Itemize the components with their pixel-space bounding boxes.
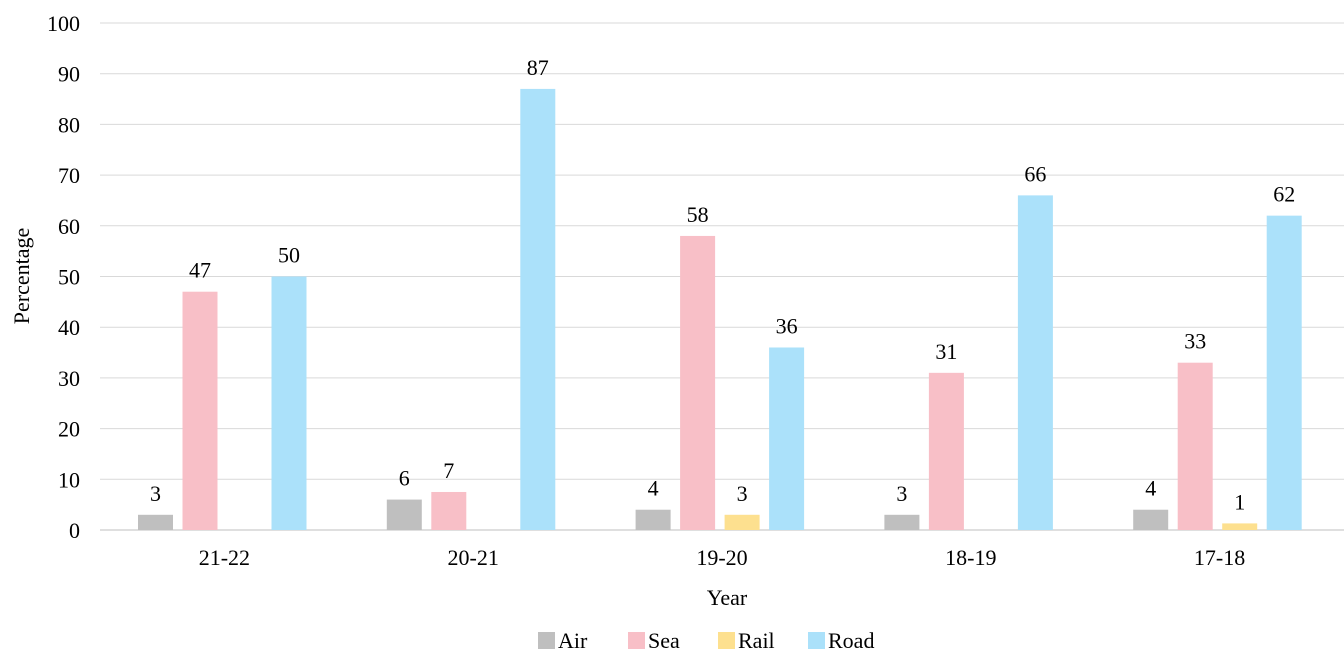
legend-label: Rail bbox=[738, 628, 775, 653]
bar-air-18-19 bbox=[884, 514, 920, 530]
legend-swatch-road bbox=[808, 632, 825, 649]
x-axis-title: Year bbox=[707, 585, 748, 610]
y-tick-label: 40 bbox=[58, 315, 80, 340]
bar-air-20-21 bbox=[386, 499, 422, 530]
data-label: 36 bbox=[776, 313, 798, 338]
y-tick-label: 50 bbox=[58, 265, 80, 290]
bar-air-17-18 bbox=[1133, 509, 1169, 530]
data-label: 66 bbox=[1024, 161, 1046, 186]
data-label: 33 bbox=[1184, 329, 1206, 354]
bar-sea-18-19 bbox=[928, 372, 964, 530]
y-axis-title: Percentage bbox=[9, 228, 34, 325]
bar-sea-20-21 bbox=[431, 491, 467, 530]
legend-swatch-air bbox=[538, 632, 555, 649]
bar-air-21-22 bbox=[138, 514, 173, 530]
x-tick-label: 17-18 bbox=[1194, 545, 1245, 570]
data-label: 3 bbox=[737, 481, 748, 506]
data-label: 50 bbox=[278, 243, 300, 268]
y-axis-tick-labels: 0 10 20 30 40 50 60 70 80 90 100 bbox=[47, 11, 80, 543]
bar-road-18-19 bbox=[1017, 195, 1053, 530]
bar-sea-19-20 bbox=[680, 235, 716, 530]
data-label: 3 bbox=[150, 481, 161, 506]
data-label: 58 bbox=[687, 202, 709, 227]
bar-air-19-20 bbox=[635, 509, 671, 530]
x-tick-label: 19-20 bbox=[696, 545, 747, 570]
bar-road-17-18 bbox=[1266, 215, 1302, 530]
legend-swatch-rail bbox=[718, 632, 735, 649]
bar-road-20-21 bbox=[520, 88, 556, 530]
x-axis-tick-labels: 21-22 20-21 19-20 18-19 17-18 bbox=[199, 545, 1246, 570]
bar-rail-17-18 bbox=[1222, 523, 1258, 530]
y-tick-label: 0 bbox=[69, 518, 80, 543]
y-tick-label: 90 bbox=[58, 62, 80, 87]
y-tick-label: 30 bbox=[58, 366, 80, 391]
y-tick-label: 60 bbox=[58, 214, 80, 239]
legend-label: Air bbox=[558, 628, 588, 653]
data-label: 6 bbox=[399, 466, 410, 491]
bars bbox=[138, 88, 1302, 530]
data-label: 1 bbox=[1234, 489, 1245, 514]
y-tick-label: 80 bbox=[58, 112, 80, 137]
bar-sea-21-22 bbox=[182, 291, 218, 530]
legend-swatch-sea bbox=[628, 632, 645, 649]
y-tick-label: 10 bbox=[58, 467, 80, 492]
bar-road-21-22 bbox=[271, 276, 307, 530]
x-tick-label: 21-22 bbox=[199, 545, 250, 570]
y-tick-label: 70 bbox=[58, 163, 80, 188]
legend-label: Sea bbox=[648, 628, 680, 653]
bar-road-19-20 bbox=[769, 347, 805, 530]
gridlines bbox=[100, 22, 1344, 531]
data-label: 62 bbox=[1273, 182, 1295, 207]
data-label: 7 bbox=[443, 458, 454, 483]
bar-rail-19-20 bbox=[724, 514, 760, 530]
legend-label: Road bbox=[828, 628, 874, 653]
y-tick-label: 20 bbox=[58, 417, 80, 442]
x-tick-label: 20-21 bbox=[448, 545, 499, 570]
data-label: 47 bbox=[189, 258, 211, 283]
data-label: 31 bbox=[935, 339, 957, 364]
data-label: 87 bbox=[527, 55, 549, 80]
legend: Air Sea Rail Road bbox=[538, 628, 874, 653]
data-label: 3 bbox=[896, 481, 907, 506]
data-label: 4 bbox=[1145, 476, 1156, 501]
bar-sea-17-18 bbox=[1177, 362, 1213, 530]
y-tick-label: 100 bbox=[47, 11, 80, 36]
data-label: 4 bbox=[648, 476, 659, 501]
x-tick-label: 18-19 bbox=[945, 545, 996, 570]
